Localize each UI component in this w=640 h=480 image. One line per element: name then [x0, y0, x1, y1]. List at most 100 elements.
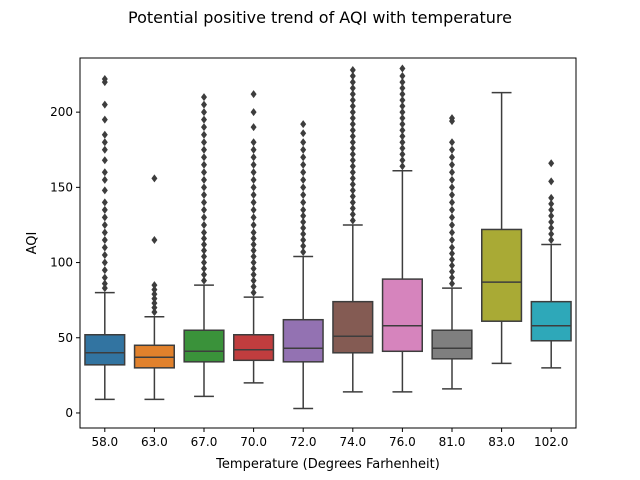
outlier-point [250, 246, 257, 255]
outlier-point [101, 186, 108, 195]
outlier-point [349, 120, 356, 129]
y-axis-ticks: 0 50 100 150 200 [50, 105, 80, 420]
outlier-point [548, 223, 555, 232]
outlier-point [201, 190, 207, 199]
y-tick-label: 200 [50, 105, 73, 119]
chart-title: Potential positive trend of AQI with tem… [128, 8, 512, 27]
outlier-point [449, 145, 455, 154]
outlier-point [101, 138, 108, 147]
outlier-point [548, 159, 555, 168]
outlier-point [349, 204, 356, 213]
outlier-point [101, 130, 108, 139]
outlier-point [300, 217, 307, 226]
outlier-point [449, 273, 455, 282]
outlier-point [399, 96, 406, 105]
box-group [282, 120, 324, 410]
outlier-point [349, 156, 356, 165]
outlier-point [101, 251, 108, 260]
outlier-point [250, 282, 257, 291]
box-iqr [133, 344, 175, 369]
outlier-point [349, 180, 356, 189]
outlier-point [449, 249, 455, 258]
outlier-point [201, 168, 207, 177]
box-group [183, 93, 225, 398]
outlier-point [250, 198, 257, 207]
outlier-point [399, 138, 406, 147]
outlier-point [151, 299, 158, 308]
outlier-point [300, 190, 307, 199]
outlier-point [449, 279, 455, 288]
box-iqr [481, 228, 523, 322]
outlier-point [449, 168, 455, 177]
x-tick-label: 70.0 [240, 435, 267, 449]
outlier-point [300, 242, 307, 251]
outlier-point [151, 294, 158, 303]
outlier-point [449, 228, 455, 237]
outlier-point [101, 228, 108, 237]
outlier-point [548, 205, 555, 214]
boxes-layer [84, 64, 572, 410]
outlier-point [449, 138, 455, 147]
outlier-point [101, 258, 108, 267]
outlier-point [349, 168, 356, 177]
outlier-point [101, 75, 108, 84]
outlier-point [250, 123, 257, 132]
outlier-point [399, 78, 406, 87]
outlier-point [201, 246, 207, 255]
outlier-point [449, 220, 455, 229]
outlier-point [250, 183, 257, 192]
outlier-point [201, 183, 207, 192]
outlier-point [548, 199, 555, 208]
outlier-point [201, 175, 207, 184]
outlier-point [449, 183, 455, 192]
outlier-point [548, 235, 555, 244]
box-group [530, 159, 572, 369]
outlier-point [399, 150, 406, 159]
outlier-point [349, 66, 356, 75]
outlier-point [151, 303, 158, 312]
outlier-point [300, 183, 307, 192]
box-group [381, 64, 423, 393]
outlier-point [349, 186, 356, 195]
outlier-point [300, 223, 307, 232]
outlier-point [449, 114, 455, 123]
outlier-point [449, 267, 455, 276]
outlier-point [101, 198, 108, 207]
outlier-point [349, 84, 356, 93]
outlier-point [300, 145, 307, 154]
outlier-point [399, 72, 406, 81]
box-iqr [233, 333, 275, 362]
outlier-point [548, 211, 555, 220]
outlier-point [201, 276, 207, 285]
outlier-point [201, 108, 207, 117]
outlier-point [300, 129, 307, 138]
outlier-point [300, 211, 307, 220]
outlier-point [201, 270, 207, 279]
x-tick-label: 81.0 [439, 435, 466, 449]
outlier-point [399, 64, 406, 73]
outlier-point [548, 217, 555, 226]
outlier-point [250, 252, 257, 261]
outlier-point [201, 93, 207, 102]
outlier-point [300, 153, 307, 162]
x-tick-label: 102.0 [534, 435, 568, 449]
outlier-point [201, 252, 207, 261]
y-axis-label: AQI [25, 232, 40, 255]
outlier-point [399, 126, 406, 135]
outlier-point [449, 205, 455, 214]
outlier-point [101, 266, 108, 275]
outlier-point [250, 288, 257, 297]
outlier-point [101, 145, 108, 154]
outlier-point [201, 153, 207, 162]
outlier-point [349, 138, 356, 147]
outlier-point [250, 153, 257, 162]
outlier-point [300, 229, 307, 238]
box-group [133, 174, 175, 401]
outlier-point [349, 192, 356, 201]
outlier-point [449, 255, 455, 264]
outlier-point [449, 175, 455, 184]
outlier-point [201, 264, 207, 273]
outlier-point [300, 120, 307, 129]
outlier-point [101, 273, 108, 282]
